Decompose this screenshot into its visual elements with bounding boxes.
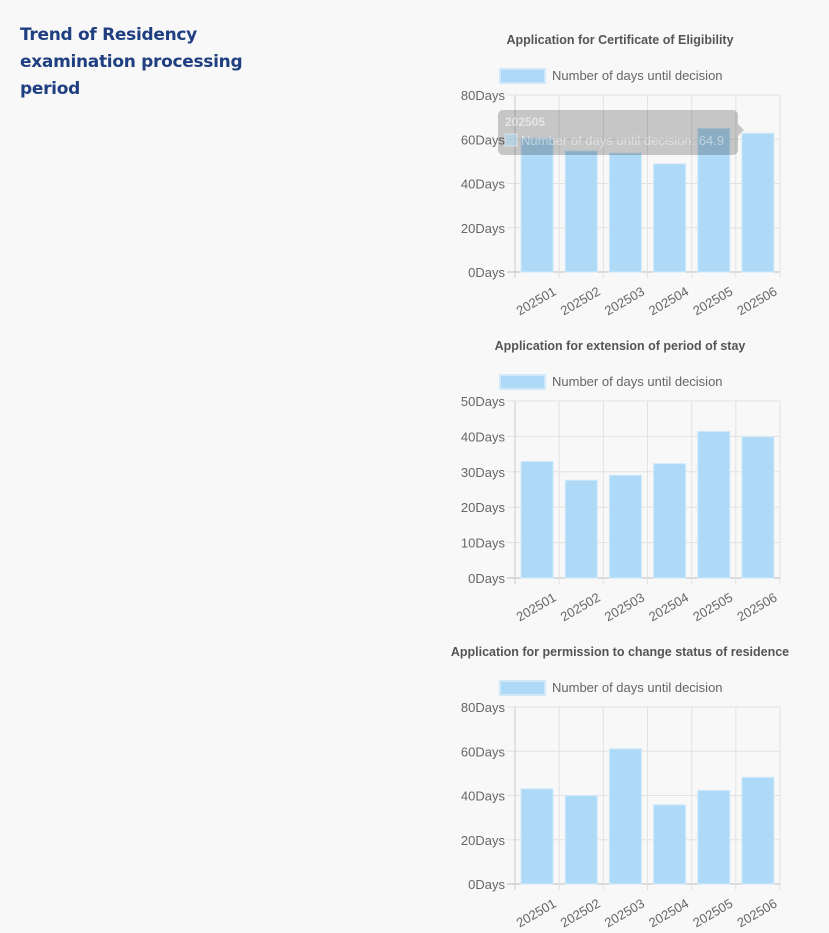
x-tick-label: 202506 — [734, 590, 779, 625]
chart-title: Application for Certificate of Eligibili… — [506, 33, 733, 47]
y-tick-label: 20Days — [461, 221, 506, 236]
y-tick-label: 40Days — [461, 789, 506, 804]
x-tick-label: 202503 — [602, 590, 647, 625]
bar-202503 — [608, 152, 642, 273]
x-tick-label: 202503 — [602, 896, 647, 931]
bar-202505 — [697, 789, 731, 885]
page-title: Trend of Residency examination processin… — [20, 25, 243, 99]
legend-label: Number of days until decision — [552, 374, 723, 389]
y-tick-label: 80Days — [461, 88, 506, 103]
y-tick-label: 40Days — [461, 177, 506, 192]
legend-swatch — [499, 68, 546, 84]
bar-202502 — [564, 479, 598, 579]
y-tick-label: 0Days — [468, 877, 505, 892]
bar-202505 — [697, 127, 731, 273]
x-tick-label: 202504 — [646, 590, 691, 625]
tooltip-arrow — [738, 124, 744, 136]
legend-swatch — [499, 374, 546, 390]
chart-1: Application for Certificate of Eligibili… — [461, 33, 781, 319]
y-tick-label: 40Days — [461, 429, 506, 444]
bar-202503 — [608, 474, 642, 579]
bar-202505 — [697, 430, 731, 579]
y-tick-label: 0Days — [468, 265, 505, 280]
bar-202502 — [564, 150, 598, 273]
y-tick-label: 50Days — [461, 394, 506, 409]
bar-202506 — [741, 132, 775, 273]
x-tick-label: 202506 — [734, 896, 779, 931]
tooltip-title: 202505 — [505, 115, 545, 129]
x-tick-label: 202506 — [734, 284, 779, 319]
x-tick-label: 202502 — [558, 590, 603, 625]
chart-title: Application for extension of period of s… — [495, 339, 746, 353]
tooltip-box — [498, 110, 738, 155]
bar-202504 — [653, 463, 687, 579]
legend-label: Number of days until decision — [552, 68, 723, 83]
y-tick-label: 10Days — [461, 536, 506, 551]
x-tick-label: 202505 — [690, 896, 735, 931]
x-tick-label: 202504 — [646, 284, 691, 319]
y-tick-label: 30Days — [461, 465, 506, 480]
bar-202502 — [564, 795, 598, 885]
x-tick-label: 202502 — [558, 284, 603, 319]
x-tick-label: 202501 — [514, 590, 559, 625]
y-tick-label: 60Days — [461, 744, 506, 759]
tooltip: 202505 Number of days until decision: 64.… — [498, 110, 744, 155]
x-tick-label: 202501 — [514, 284, 559, 319]
y-tick-label: 0Days — [468, 571, 505, 586]
x-tick-label: 202504 — [646, 896, 691, 931]
bar-202503 — [608, 748, 642, 885]
bar-202501 — [520, 788, 554, 885]
bar-202501 — [520, 461, 554, 579]
y-tick-label: 20Days — [461, 500, 506, 515]
tooltip-label: Number of days until decision: 64.9 — [521, 133, 724, 148]
chart-3: Application for permission to change sta… — [451, 645, 789, 930]
legend-label: Number of days until decision — [552, 680, 723, 695]
chart-title: Application for permission to change sta… — [451, 645, 789, 659]
legend-swatch — [499, 680, 546, 696]
tooltip-swatch — [504, 133, 518, 147]
x-tick-label: 202501 — [514, 896, 559, 931]
x-tick-label: 202503 — [602, 284, 647, 319]
y-tick-label: 20Days — [461, 833, 506, 848]
chart-2: Application for extension of period of s… — [461, 339, 781, 625]
x-tick-label: 202505 — [690, 590, 735, 625]
bar-202506 — [741, 436, 775, 579]
bar-202506 — [741, 776, 775, 885]
bar-202504 — [653, 163, 687, 273]
y-tick-label: 60Days — [461, 132, 506, 147]
x-tick-label: 202502 — [558, 896, 603, 931]
x-tick-label: 202505 — [690, 284, 735, 319]
y-tick-label: 80Days — [461, 700, 506, 715]
bar-202501 — [520, 137, 554, 273]
bar-202504 — [653, 804, 687, 885]
